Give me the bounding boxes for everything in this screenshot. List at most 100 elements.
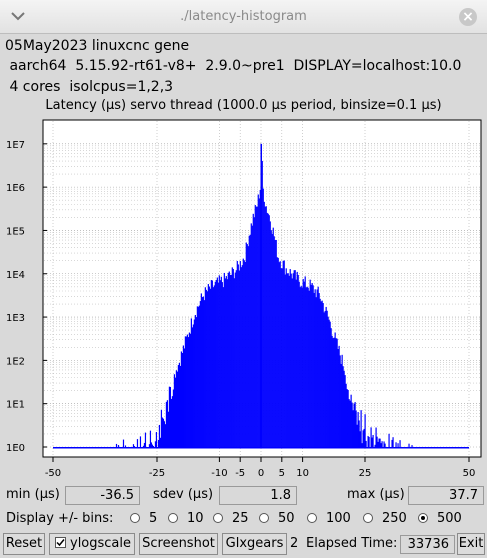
bins-option-10[interactable]: 10 (168, 511, 204, 526)
histogram-bar (300, 285, 302, 447)
histogram-bar (186, 334, 188, 447)
histogram-bar (234, 272, 236, 447)
histogram-bar (253, 217, 255, 447)
histogram-bar (209, 288, 211, 447)
histogram-bar (161, 417, 164, 447)
radio-icon[interactable] (363, 513, 373, 523)
histogram-bar (159, 437, 162, 447)
histogram-bar (188, 332, 190, 447)
histogram-bar (307, 287, 309, 447)
histogram-bar (151, 444, 154, 447)
histogram-bar (183, 348, 185, 447)
histogram-bar (376, 436, 378, 447)
histogram-bar (182, 345, 184, 447)
max-value: 37.7 (408, 486, 484, 505)
histogram-bar (291, 278, 293, 447)
histogram-bar (155, 432, 158, 447)
histogram-bar (365, 440, 367, 447)
histogram-bar (310, 284, 312, 447)
histogram-bar (243, 260, 245, 447)
histogram-bar (252, 213, 254, 447)
histogram-bar (235, 270, 237, 447)
radio-selected-icon[interactable] (418, 513, 428, 523)
histogram-bar (219, 280, 221, 447)
histogram-bar (337, 349, 339, 447)
histogram-bar (142, 445, 145, 447)
bins-option-5[interactable]: 5 (130, 511, 157, 526)
ylogscale-toggle[interactable]: ylogscale (49, 533, 135, 555)
max-label: max (µs) (347, 487, 405, 502)
histogram-bar (231, 267, 233, 447)
radio-icon[interactable] (168, 513, 178, 523)
chevron-down-icon[interactable] (10, 9, 26, 23)
x-tick-label: 5 (279, 468, 285, 479)
histogram-bar (316, 289, 318, 447)
histogram-bar (160, 409, 163, 447)
close-icon[interactable]: × (459, 8, 477, 26)
histogram-bar (207, 284, 209, 447)
histogram-bar (349, 400, 351, 447)
radio-icon[interactable] (307, 513, 317, 523)
histogram-bar (347, 390, 349, 447)
histogram-bar (265, 206, 267, 447)
bins-option-250[interactable]: 250 (363, 511, 407, 526)
histogram-bar (205, 289, 207, 447)
histogram-bar (312, 285, 314, 447)
histogram-bar (263, 201, 265, 447)
histogram-bar (399, 440, 401, 447)
histogram-bar (391, 439, 393, 447)
histogram-bar (362, 430, 364, 447)
histogram-bar (411, 445, 413, 447)
histogram-bar (247, 246, 249, 447)
x-tick-label: -10 (211, 468, 227, 479)
histogram-bar (201, 297, 203, 447)
reset-button[interactable]: Reset (3, 533, 45, 555)
histogram-bar (143, 442, 146, 447)
histogram-bar (248, 235, 250, 447)
bins-option-500[interactable]: 500 (418, 511, 462, 526)
radio-icon[interactable] (130, 513, 140, 523)
histogram-bar (214, 281, 216, 447)
histogram-bar (370, 427, 372, 447)
x-tick-label: 0 (258, 468, 264, 479)
histogram-bar (343, 370, 345, 447)
checkbox-icon[interactable] (55, 537, 66, 548)
histogram-bar (374, 444, 376, 447)
elapsed-time-label: Elapsed Time: (306, 536, 398, 551)
bins-option-25[interactable]: 25 (213, 511, 249, 526)
histogram-bar (262, 188, 264, 447)
histogram-bar (218, 275, 220, 447)
button-row: Reset ylogscale Screenshot Glxgears 2 El… (0, 533, 487, 555)
histogram-bar (279, 261, 281, 447)
histogram-bar (241, 265, 243, 447)
histogram-bar (395, 442, 397, 447)
histogram-bar (149, 430, 152, 447)
histogram-bar (249, 234, 251, 447)
exit-button[interactable]: Exit (457, 533, 485, 555)
histogram-bar (250, 223, 252, 447)
radio-icon[interactable] (259, 513, 269, 523)
histogram-bar (318, 293, 320, 447)
histogram-bar (251, 225, 253, 447)
histogram-bar (309, 279, 311, 447)
bins-option-100[interactable]: 100 (307, 511, 351, 526)
histogram-bar (381, 441, 383, 447)
histogram-bar (271, 233, 273, 447)
histogram-bars (53, 143, 469, 449)
histogram-bar (319, 298, 321, 447)
glxgears-button[interactable]: Glxgears (222, 533, 287, 555)
histogram-bar (358, 420, 360, 447)
radio-icon[interactable] (213, 513, 223, 523)
histogram-bar (304, 276, 306, 447)
histogram-bar (228, 271, 230, 447)
y-tick-label: 1E2 (6, 356, 25, 367)
window-titlebar[interactable]: ./latency-histogram × (0, 0, 487, 34)
histogram-bar (286, 273, 288, 447)
screenshot-button[interactable]: Screenshot (139, 533, 218, 555)
histogram-bar (277, 257, 279, 447)
histogram-bar (154, 441, 157, 447)
histogram-bar (336, 338, 338, 447)
histogram-bar (148, 444, 151, 447)
bins-option-50[interactable]: 50 (259, 511, 295, 526)
histogram-bar (268, 215, 270, 447)
